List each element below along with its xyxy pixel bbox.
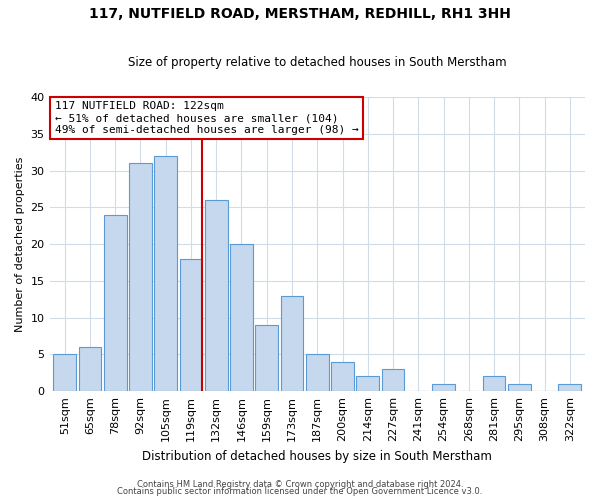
Bar <box>53 354 76 391</box>
Bar <box>382 369 404 391</box>
Bar <box>331 362 354 391</box>
Bar <box>356 376 379 391</box>
Bar <box>230 244 253 391</box>
Bar <box>154 156 177 391</box>
Bar <box>483 376 505 391</box>
Y-axis label: Number of detached properties: Number of detached properties <box>15 156 25 332</box>
X-axis label: Distribution of detached houses by size in South Merstham: Distribution of detached houses by size … <box>142 450 492 462</box>
Bar <box>281 296 304 391</box>
Text: Contains public sector information licensed under the Open Government Licence v3: Contains public sector information licen… <box>118 487 482 496</box>
Text: 117 NUTFIELD ROAD: 122sqm
← 51% of detached houses are smaller (104)
49% of semi: 117 NUTFIELD ROAD: 122sqm ← 51% of detac… <box>55 102 359 134</box>
Bar <box>129 163 152 391</box>
Bar <box>179 259 202 391</box>
Bar <box>79 347 101 391</box>
Text: Contains HM Land Registry data © Crown copyright and database right 2024.: Contains HM Land Registry data © Crown c… <box>137 480 463 489</box>
Bar <box>508 384 530 391</box>
Bar <box>256 325 278 391</box>
Text: 117, NUTFIELD ROAD, MERSTHAM, REDHILL, RH1 3HH: 117, NUTFIELD ROAD, MERSTHAM, REDHILL, R… <box>89 8 511 22</box>
Bar <box>205 200 227 391</box>
Bar <box>104 214 127 391</box>
Bar <box>432 384 455 391</box>
Title: Size of property relative to detached houses in South Merstham: Size of property relative to detached ho… <box>128 56 506 70</box>
Bar <box>306 354 329 391</box>
Bar <box>559 384 581 391</box>
